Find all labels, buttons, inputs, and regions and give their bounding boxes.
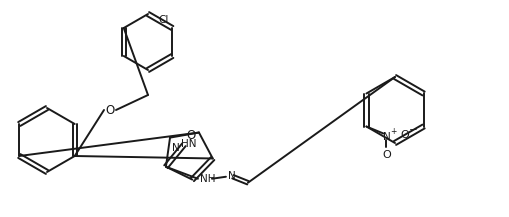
Text: O: O [381,151,390,161]
Text: HN: HN [181,138,196,148]
Text: N: N [382,132,389,141]
Text: Cl: Cl [159,15,169,25]
Text: O: O [400,130,408,140]
Text: N: N [228,171,235,181]
Text: N: N [172,143,179,153]
Text: −: − [408,125,416,135]
Text: NH: NH [200,174,215,184]
Text: O: O [105,104,115,117]
Text: O: O [186,129,195,142]
Text: +: + [390,127,396,136]
